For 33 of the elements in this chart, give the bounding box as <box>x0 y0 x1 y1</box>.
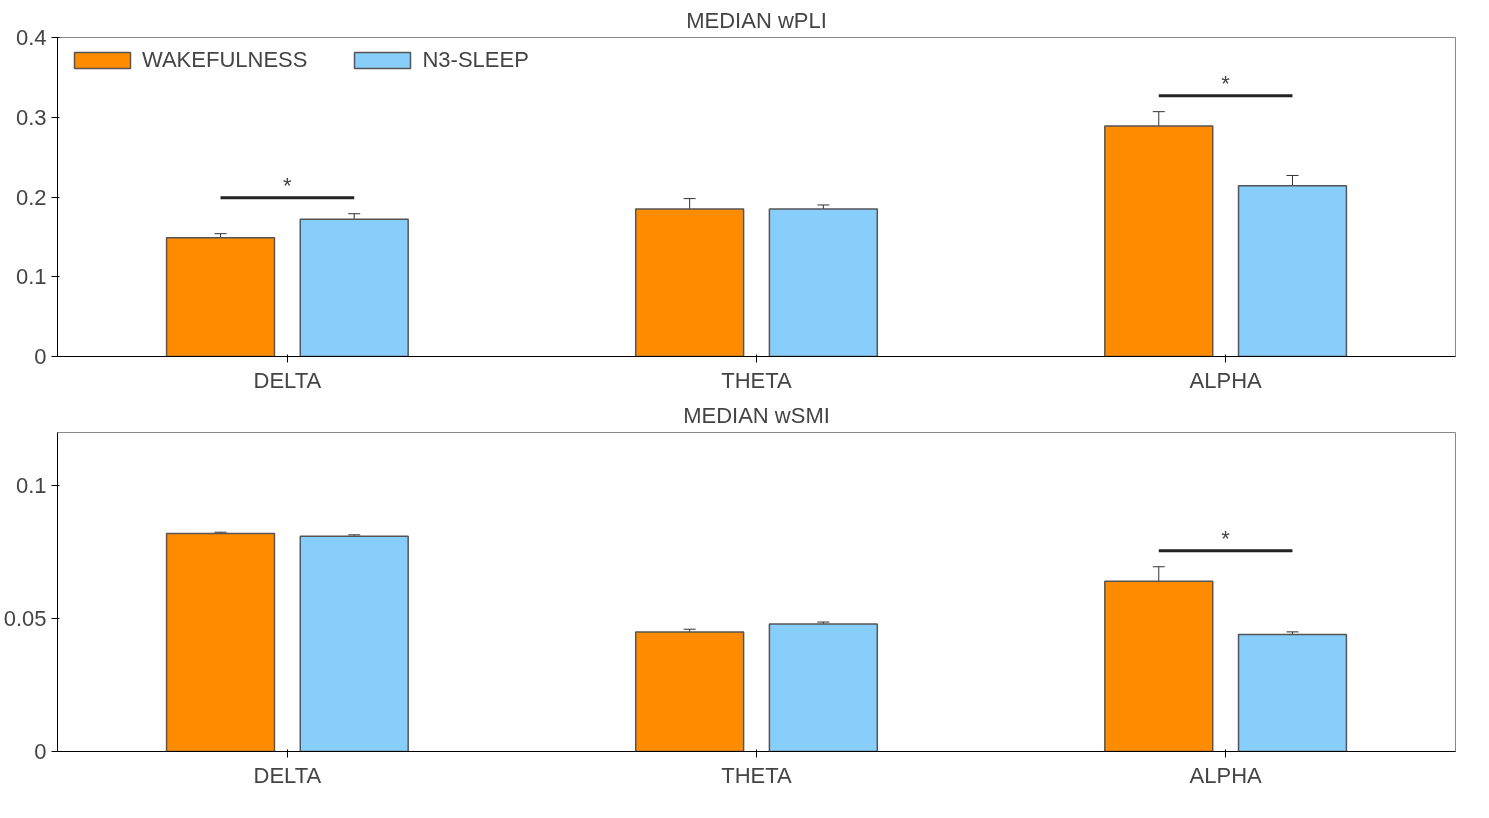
bar <box>634 208 745 357</box>
y-tick-label: 0 <box>34 344 47 369</box>
x-tick-label: ALPHA <box>1189 762 1263 788</box>
x-tick-label: THETA <box>721 367 793 393</box>
bar <box>634 631 745 752</box>
bar <box>299 218 409 357</box>
bar <box>1104 580 1214 752</box>
legend-label: WAKEFULNESS <box>142 47 308 73</box>
chart-title: MEDIAN wSMI <box>683 402 830 428</box>
bar <box>1237 633 1348 752</box>
y-tick-label: 0.4 <box>15 25 47 50</box>
y-tick-label: 0.05 <box>3 606 47 632</box>
x-tick-label: THETA <box>721 762 793 788</box>
chart-title: MEDIAN wPLI <box>686 7 827 33</box>
bar <box>768 623 879 752</box>
x-tick-label: ALPHA <box>1189 367 1263 393</box>
annotation: * <box>1221 525 1231 551</box>
x-tick-label: DELTA <box>253 762 322 788</box>
bar <box>165 236 276 357</box>
y-tick-label: 0 <box>34 739 47 764</box>
bar <box>768 208 879 357</box>
x-tick-label: DELTA <box>253 367 322 393</box>
bar <box>1104 125 1214 357</box>
legend-label: N3-SLEEP <box>422 47 529 73</box>
y-tick-label: 0.1 <box>15 264 47 290</box>
annotation: * <box>1221 70 1231 96</box>
y-tick-label: 0.3 <box>15 104 47 130</box>
y-tick-label: 0.2 <box>15 184 47 210</box>
bar <box>165 532 276 752</box>
bar <box>1237 185 1348 357</box>
bar <box>299 535 409 752</box>
annotation: * <box>283 172 293 198</box>
y-tick-label: 0.1 <box>15 473 47 499</box>
